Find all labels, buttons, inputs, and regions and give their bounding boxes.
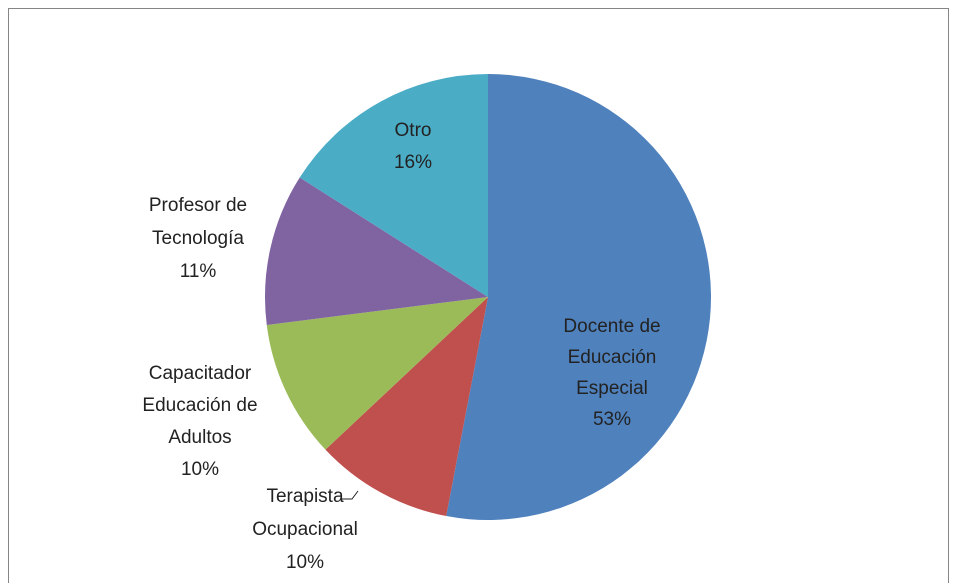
slice-label: Terapista xyxy=(266,486,344,507)
pie-slice xyxy=(266,297,488,450)
slice-label: Adultos xyxy=(168,427,231,448)
pie-slice xyxy=(265,177,488,325)
slice-label: Educación de xyxy=(142,395,257,416)
slice-label: Otro xyxy=(395,120,432,141)
slice-label: Tecnología xyxy=(152,228,244,249)
slice-value-label: 11% xyxy=(180,261,217,282)
slice-value-label: 53% xyxy=(593,409,631,430)
slice-value-label: 10% xyxy=(181,459,219,480)
slice-label: Profesor de xyxy=(149,195,247,216)
slice-label: Capacitador xyxy=(149,363,252,384)
slice-value-label: 16% xyxy=(394,152,432,173)
slice-label: Especial xyxy=(576,378,648,399)
pie-slice xyxy=(299,74,488,297)
slice-value-label: 10% xyxy=(286,552,324,573)
pie-slice xyxy=(325,297,488,517)
pie-slice xyxy=(446,74,711,520)
slice-label: Ocupacional xyxy=(252,519,358,540)
leader-line xyxy=(340,490,359,500)
slice-label: Educación xyxy=(568,347,657,368)
slice-label: Docente de xyxy=(563,316,660,337)
